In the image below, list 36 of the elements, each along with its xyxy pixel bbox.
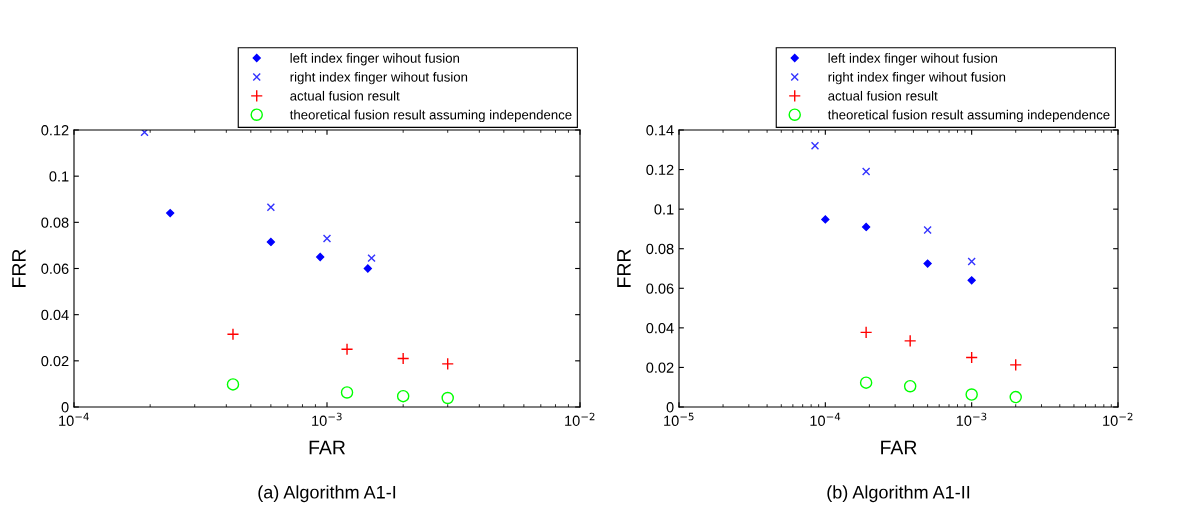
y-tick-label: 0 [666,402,674,413]
y-tick-label: 0.04 [41,309,69,321]
x-tick-label: 10$^{−2}$ [1103,412,1133,426]
y-axis-title: FRR [12,249,26,287]
y-tick-label: 0.06 [41,263,69,274]
x-tick-label: 10$^{−3}$ [956,412,987,426]
legend-label: right index finger wihout fusion [828,71,1006,85]
text: (b) Algorithm A1-II [827,485,970,503]
y-tick-label: 0.14 [646,125,674,136]
x-axis-title: FAR [309,440,346,455]
y-tick-label: 0.1 [49,171,69,182]
text: (a) Algorithm A1-I [258,485,396,503]
x-tick-label: 10$^{−4}$ [810,412,841,426]
x-tick-label: 10$^{−5}$ [664,412,694,426]
y-tick-label: 0.04 [646,322,674,334]
legend-label: theoretical fusion result assuming independence [827,109,1110,123]
legend-label: left index finger wihout fusion [290,53,460,66]
y-tick-label: 0.06 [646,283,674,294]
y-tick-label: 0.12 [646,164,674,175]
x-tick-label: 10$^{−2}$ [565,412,595,426]
y-tick-label: 0.02 [646,362,674,373]
y-axis-title: FRR [617,249,631,287]
legend-label: theoretical fusion result assuming independence [289,109,572,123]
legend-label: right index finger wihout fusion [290,71,468,85]
y-tick-label: 0 [61,402,69,413]
x-tick-label: 10$^{−3}$ [312,412,342,426]
legend-label: actual fusion result [290,90,400,101]
y-tick-label: 0.08 [646,243,674,255]
y-tick-label: 0.12 [41,125,69,136]
legend-label: actual fusion result [828,90,938,101]
x-axis-title: FAR [881,440,917,455]
y-tick-label: 0.1 [654,204,674,215]
x-tick-label: 10$^{−4}$ [59,412,89,426]
y-tick-label: 0.02 [41,355,69,367]
y-tick-label: 0.08 [41,217,69,228]
legend-label: left index finger wihout fusion [828,53,998,66]
